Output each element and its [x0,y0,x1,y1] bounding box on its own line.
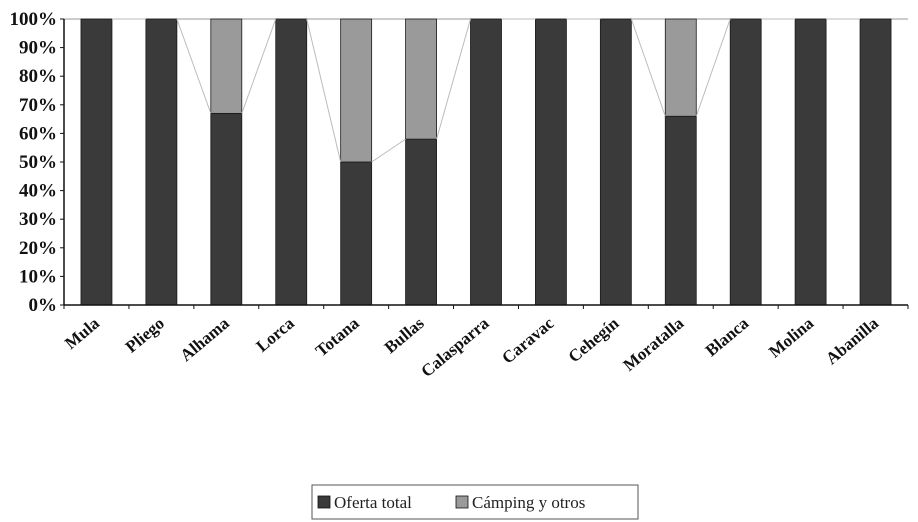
bar-oferta-total-1 [145,18,178,306]
y-tick-label-5: 50% [19,152,57,173]
bars [80,18,892,306]
y-tick-label-3: 30% [19,209,57,230]
bar-camping-y-otros-4 [340,18,373,163]
x-tick-label-1: Pliego [122,314,168,357]
bar-oferta-total-5 [405,138,437,306]
y-tick-label-6: 60% [19,123,57,144]
x-tick-label-10: Blanca [702,313,753,360]
legend-swatch-oferta-total [317,495,331,509]
x-tick-label-6: Calasparra [417,313,493,381]
y-tick-labels: 0% 10% 20% 30% 40% 50% 60% 70% 80% 90% 100% [10,9,58,316]
bar-oferta-total-0 [80,18,113,306]
series-line-5 [436,18,471,140]
x-tick-label-12: Abanilla [822,313,882,368]
y-tick-label-2: 20% [19,238,57,259]
bar-camping-y-otros-2 [210,18,243,114]
legend-swatch-camping-y-otros [455,495,469,509]
x-tick-label-9: Moratalla [619,313,687,375]
series-line-9 [695,18,731,117]
bar-oferta-total-11 [794,18,827,306]
legend: Oferta total Cámping y otros [311,484,639,520]
legend-label-camping-y-otros: Cámping y otros [472,493,585,512]
bar-oferta-total-12 [859,18,892,306]
series-line-3 [306,18,342,163]
series-line-8 [630,18,666,117]
x-tick-label-7: Caravac [498,313,558,367]
bar-camping-y-otros-9 [664,18,697,117]
y-tick-label-8: 80% [19,66,57,87]
bar-oferta-total-6 [470,18,502,306]
y-tick-label-1: 10% [19,266,57,287]
bar-oferta-total-3 [275,18,308,306]
series-line-1 [176,18,212,114]
y-tick-label-10: 100% [10,9,58,30]
legend-frame [311,484,639,520]
x-tick-labels: Mula Pliego Alhama Lorca Totana BullasCalaspa… [61,313,882,381]
bar-oferta-total-10 [729,18,762,306]
x-tick-label-0: Mula [61,313,103,353]
y-tick-label-4: 40% [19,181,57,202]
x-tick-label-8: Cehegín [565,313,623,366]
bar-oferta-total-9 [664,115,697,306]
x-tick-label-3: Lorca [253,313,299,356]
bar-oferta-total-4 [340,161,373,306]
y-tick-label-7: 70% [19,95,57,116]
bar-oferta-total-7 [535,18,567,306]
y-tick-label-0: 0% [29,295,58,316]
y-tick-label-9: 90% [19,38,57,59]
series-line-4 [371,138,406,163]
legend-label-oferta-total: Oferta total [334,493,412,512]
series-line-2 [241,18,277,114]
x-tick-label-11: Molina [765,313,817,361]
x-tick-label-4: Totana [312,313,363,360]
bar-oferta-total-8 [599,18,632,306]
bar-oferta-total-2 [210,112,243,306]
bar-camping-y-otros-5 [405,18,437,140]
x-tick-label-5: Bullas [381,313,428,357]
series-lines [111,18,861,163]
x-tick-label-2: Alhama [177,313,234,365]
axes [60,18,909,309]
